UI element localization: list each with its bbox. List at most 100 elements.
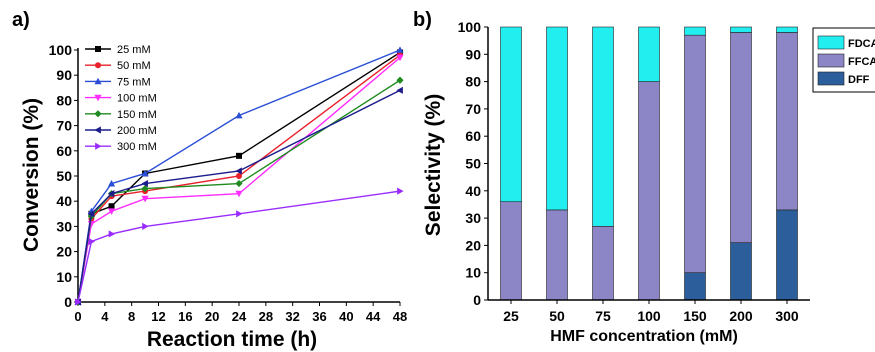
data-point: [141, 185, 149, 193]
legend-marker: [95, 62, 101, 69]
panel-b-x-tick-label: 25: [503, 308, 519, 324]
panel-b-y-axis-label: Selectivity (%): [422, 94, 445, 236]
panel-a-y-tick-label: 100: [49, 42, 73, 58]
legend-marker: [95, 142, 102, 150]
legend-label: 25 mM: [117, 44, 151, 56]
bar-segment-dff: [776, 209, 798, 301]
bar-segment-ffca: [500, 201, 522, 301]
panel-a-y-tick-label: 0: [64, 294, 72, 310]
panel-a-y-tick-label: 70: [56, 118, 72, 134]
legend-label: FFCA: [848, 56, 875, 68]
legend-item: 300 mM: [85, 141, 157, 153]
panel-a-y-tick-label: 10: [56, 269, 72, 285]
legend-swatch: [817, 35, 845, 50]
panel-b-y-tick-label: 30: [465, 210, 481, 226]
panel-a-x-tick-label: 20: [205, 309, 219, 324]
data-point: [396, 76, 404, 84]
panel-b-legend: FDCA FFCA DFF: [812, 27, 875, 93]
data-point: [87, 210, 95, 218]
panel-a-x-tick-label: 8: [128, 309, 135, 324]
bar-segment-ffca: [730, 32, 752, 243]
series-300-mm: [75, 187, 404, 306]
data-point: [141, 195, 149, 203]
panel-a-x-tick-label: 40: [339, 309, 353, 324]
bar-segment-fdca: [684, 26, 706, 36]
panel-a-x-tick-label: 16: [178, 309, 192, 324]
bar-segment-ffca: [638, 81, 660, 301]
series-line: [77, 190, 401, 303]
data-point: [396, 86, 403, 94]
panel-a-x-tick-label: 28: [259, 309, 273, 324]
legend-label: FDCA: [848, 38, 875, 50]
data-point: [236, 152, 242, 159]
legend-label: 300 mM: [117, 141, 157, 153]
legend-item: FDCA: [817, 35, 875, 50]
legend-marker: [94, 77, 102, 85]
series-line: [77, 57, 401, 303]
legend-item: 50 mM: [85, 60, 151, 72]
panel-a-y-axis-label: Conversion (%): [20, 98, 43, 252]
data-point: [108, 203, 115, 210]
panel-b-x-tick-label: 300: [775, 308, 799, 324]
bar-segment-fdca: [638, 26, 660, 82]
panel-a-conversion-chart: a) Conversion (%) Reaction time (h) 0 10 2…: [12, 9, 407, 351]
bar-segment-fdca: [500, 26, 522, 203]
panel-b-x-axis-label: HMF concentration (mM): [550, 328, 738, 345]
panel-a-x-tick-label: 36: [312, 309, 326, 324]
panel-b-label: b): [413, 9, 432, 31]
panel-a-y-tick-label: 60: [56, 143, 72, 159]
legend-label: 75 mM: [117, 76, 151, 88]
data-point: [88, 237, 96, 246]
bar-stack-50: [546, 26, 568, 301]
data-point: [235, 190, 243, 198]
legend-label: 50 mM: [117, 60, 151, 72]
panel-b-selectivity-chart: b) Selectivity (%) HMF concentration (mM…: [413, 9, 875, 345]
panel-a-label: a): [12, 9, 30, 31]
legend-item: 200 mM: [85, 125, 157, 137]
data-point: [75, 298, 82, 306]
panel-a-y-tick-label: 80: [56, 92, 72, 108]
panel-a-legend: 25 mM 50 mM 75 mM 100 mM 150 mM 200 mM 300 mM: [85, 44, 157, 153]
legend-item: FFCA: [817, 53, 875, 68]
legend-label: 100 mM: [117, 93, 157, 105]
data-point: [142, 222, 149, 230]
legend-marker: [94, 110, 102, 118]
panel-b-y-tick-label: 80: [465, 74, 481, 90]
data-point: [396, 54, 404, 62]
legend-label: 200 mM: [117, 125, 157, 137]
bar-stack-150: [684, 26, 706, 301]
bar-segment-fdca: [546, 26, 568, 211]
bar-stack-25: [500, 26, 522, 301]
bar-stack-200: [730, 26, 752, 301]
panel-b-y-tick-label: 70: [465, 101, 481, 117]
legend-swatch: [817, 71, 845, 86]
panel-b-x-tick-label: 200: [729, 308, 753, 324]
legend-marker: [94, 94, 102, 102]
legend-item: 150 mM: [85, 109, 157, 121]
legend-item: 25 mM: [85, 44, 151, 56]
panel-a-y-tick-label: 40: [56, 193, 72, 209]
legend-label: DFF: [848, 74, 870, 86]
data-point: [236, 210, 243, 218]
data-point: [141, 169, 149, 177]
data-point: [235, 111, 243, 119]
panel-b-y-tick-label: 60: [465, 128, 481, 144]
legend-label: 150 mM: [117, 109, 157, 121]
panel-a-y-tick-label: 20: [56, 244, 72, 260]
data-point: [107, 179, 116, 187]
data-point: [108, 230, 116, 238]
bar-segment-dff: [730, 242, 752, 301]
data-point: [235, 167, 242, 175]
data-point: [107, 208, 116, 215]
bar-segment-fdca: [592, 26, 614, 227]
panel-a-y-tick-label: 30: [56, 218, 72, 234]
legend-item: 75 mM: [85, 76, 151, 88]
data-point: [397, 187, 404, 195]
bar-segment-fdca: [730, 26, 752, 33]
bar-stack-300: [776, 26, 798, 301]
panel-b-x-tick-label: 75: [595, 308, 611, 324]
panel-a-x-tick-label: 0: [74, 309, 81, 324]
panel-a-x-tick-label: 48: [393, 309, 407, 324]
data-point: [235, 179, 243, 188]
